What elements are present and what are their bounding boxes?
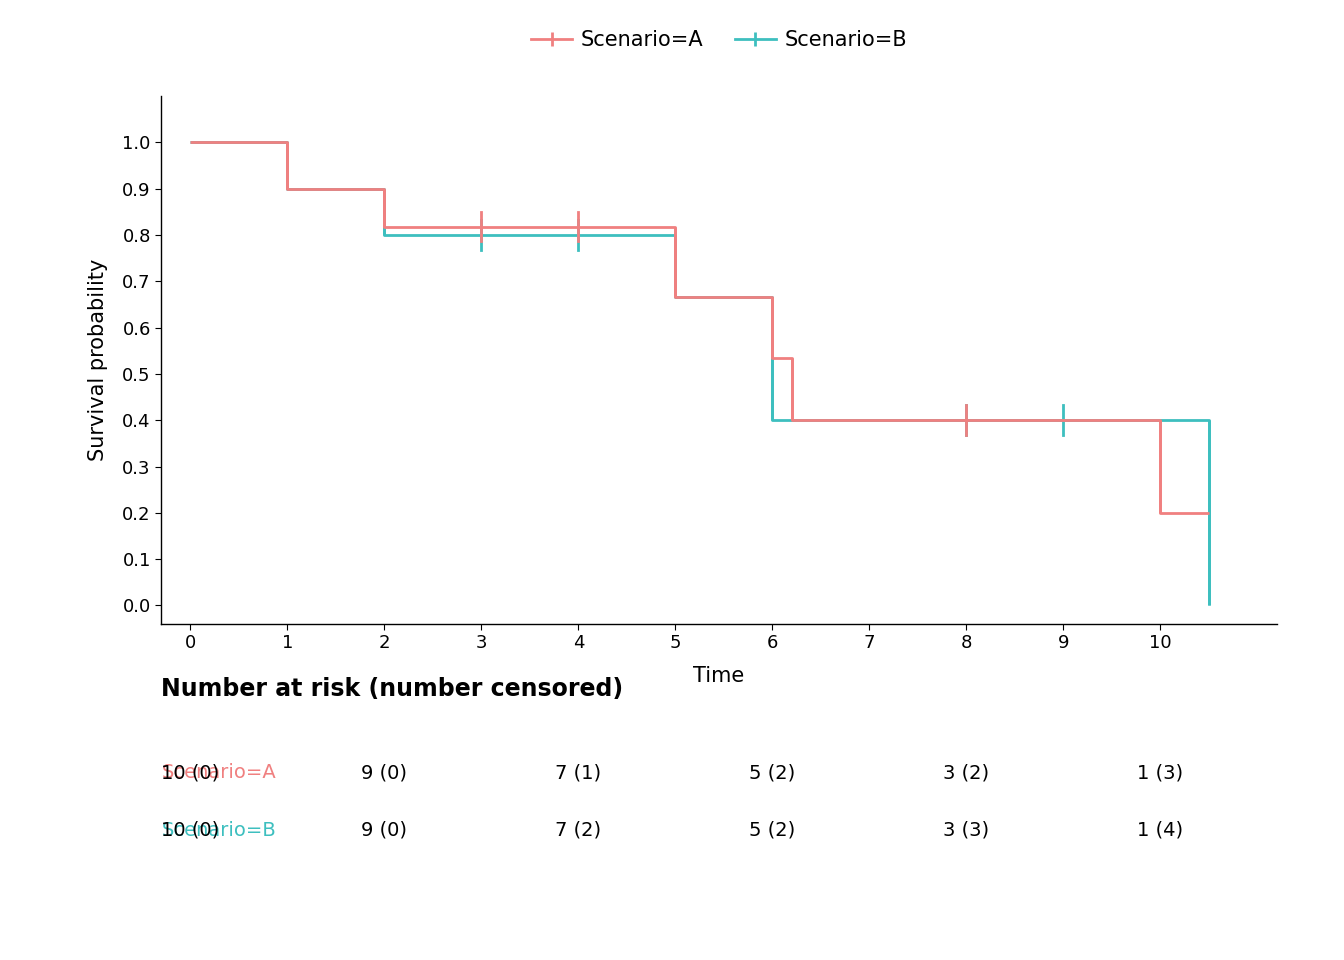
Legend: Scenario=A, Scenario=B: Scenario=A, Scenario=B (523, 22, 915, 59)
Text: Scenario=A: Scenario=A (161, 763, 276, 782)
Text: 1 (4): 1 (4) (1137, 821, 1184, 840)
Text: 10 (0): 10 (0) (161, 763, 219, 782)
Text: Number at risk (number censored): Number at risk (number censored) (161, 677, 624, 701)
Text: 1 (3): 1 (3) (1137, 763, 1184, 782)
Text: 9 (0): 9 (0) (362, 821, 407, 840)
Text: 7 (1): 7 (1) (555, 763, 602, 782)
X-axis label: Time: Time (694, 666, 745, 686)
Text: 5 (2): 5 (2) (749, 821, 796, 840)
Text: 3 (2): 3 (2) (943, 763, 989, 782)
Y-axis label: Survival probability: Survival probability (89, 259, 109, 461)
Text: Scenario=B: Scenario=B (161, 821, 276, 840)
Text: 10 (0): 10 (0) (161, 821, 219, 840)
Text: 7 (2): 7 (2) (555, 821, 602, 840)
Text: 9 (0): 9 (0) (362, 763, 407, 782)
Text: 5 (2): 5 (2) (749, 763, 796, 782)
Text: 3 (3): 3 (3) (943, 821, 989, 840)
